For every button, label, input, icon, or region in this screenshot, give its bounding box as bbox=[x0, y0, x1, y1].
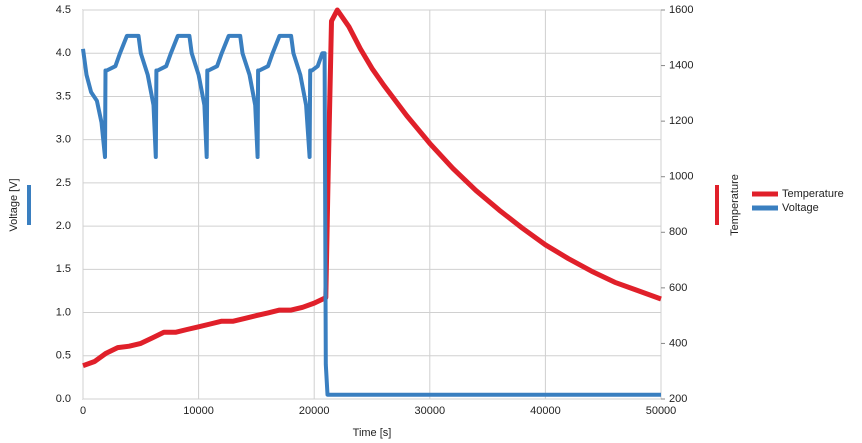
y-tick-label: 4.5 bbox=[56, 4, 71, 16]
x-tick-label: 40000 bbox=[530, 405, 561, 417]
y-tick-label: 1.5 bbox=[56, 263, 71, 275]
y2-tick-label: 600 bbox=[669, 282, 687, 294]
series-line bbox=[82, 7, 662, 369]
x-tick-label: 30000 bbox=[415, 405, 446, 417]
y2-axis-label: Temperature bbox=[729, 174, 741, 236]
series-line bbox=[81, 33, 661, 397]
legend-label: Temperature bbox=[782, 188, 844, 200]
y-tick-label: 0.0 bbox=[56, 393, 71, 405]
y-tick-label: 4.0 bbox=[56, 47, 71, 59]
y-tick-label: 3.5 bbox=[56, 90, 71, 102]
x-tick-label: 20000 bbox=[299, 405, 330, 417]
x-tick-label: 0 bbox=[80, 405, 86, 417]
y2-tick-label: 1600 bbox=[669, 4, 693, 16]
x-tick-label: 50000 bbox=[646, 405, 677, 417]
y2-tick-label: 200 bbox=[669, 393, 687, 405]
x-axis-label: Time [s] bbox=[353, 427, 392, 439]
y2-axis-swatch bbox=[715, 185, 719, 225]
y-tick-label: 3.0 bbox=[56, 134, 71, 146]
y2-tick-label: 800 bbox=[669, 226, 687, 238]
x-tick-label: 10000 bbox=[183, 405, 214, 417]
y-axis-swatch bbox=[27, 185, 31, 225]
y2-tick-label: 1200 bbox=[669, 115, 693, 127]
y-tick-label: 2.0 bbox=[56, 220, 71, 232]
legend-label: Voltage bbox=[782, 202, 819, 214]
y2-tick-label: 1400 bbox=[669, 59, 693, 71]
y2-tick-label: 1000 bbox=[669, 171, 693, 183]
y-tick-label: 2.5 bbox=[56, 177, 71, 189]
y-tick-label: 0.5 bbox=[56, 350, 71, 362]
y2-tick-label: 400 bbox=[669, 337, 687, 349]
y-tick-label: 1.0 bbox=[56, 306, 71, 318]
y-axis-label: Voltage [V] bbox=[8, 178, 20, 231]
